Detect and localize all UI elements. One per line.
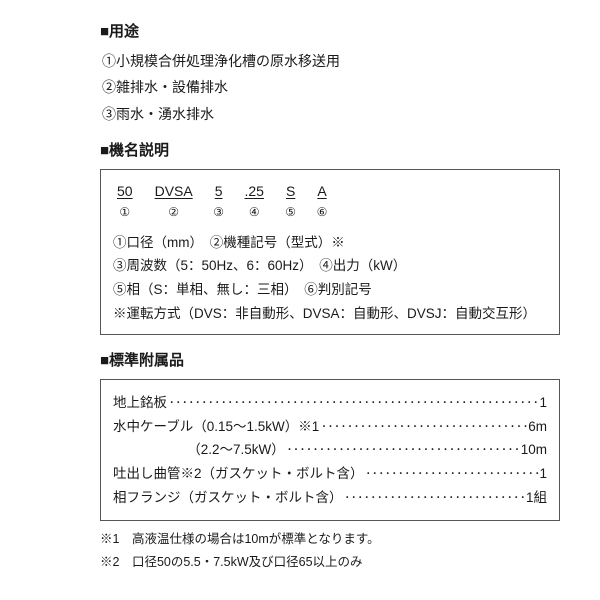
accessory-value: 1 [539, 463, 547, 485]
model-code: .25 ④ [241, 180, 268, 222]
accessory-row: （2.2～7.5kW） ････････････････････････････… [113, 439, 547, 461]
accessory-label: 地上銘板 [113, 392, 167, 414]
accessory-label: 水中ケーブル（0.15～1.5kW）※1 [113, 416, 319, 438]
model-code: S ⑤ [282, 180, 299, 222]
accessory-row: 地上銘板 ･･･････････････････････････････････… [113, 392, 547, 414]
accessory-value: 1 [539, 392, 547, 414]
accessory-value: 6m [528, 416, 547, 438]
model-code: A ⑥ [313, 180, 330, 222]
youto-item: ①小規模合併処理浄化槽の原水移送用 [102, 50, 560, 72]
accessory-row: 相フランジ（ガスケット・ボルト含） ･･････････････････････… [113, 487, 547, 509]
model-desc: ③周波数（5：50Hz、6：60Hz） ④出力（kW） [113, 255, 547, 277]
leader-dots: ････････････････････････････････････････… [167, 395, 539, 413]
model-code-row: 50 ① DVSA ② 5 ③ .25 ④ S ⑤ A ⑥ [113, 180, 547, 222]
model-code-sub: ① [119, 203, 130, 222]
section-header-model: ■機名説明 [100, 139, 560, 163]
model-code-sub: ③ [213, 203, 224, 222]
model-code-top: 5 [211, 180, 227, 202]
model-code-top: .25 [241, 180, 268, 202]
footnote: ※1 高液温仕様の場合は10mが標準となります。 [100, 529, 560, 549]
leader-dots: ････････････････････････････････････････… [319, 419, 528, 437]
model-note: ※運転方式（DVS：非自動形、DVSA：自動形、DVSJ：自動交互形） [113, 303, 547, 325]
accessory-row: 水中ケーブル（0.15～1.5kW）※1 ･･･････････････････… [113, 416, 547, 438]
model-code-sub: ④ [249, 203, 260, 222]
accessory-value: 1組 [526, 487, 547, 509]
model-desc: ⑤相（S：単相、無し：三相） ⑥判別記号 [113, 279, 547, 301]
model-code: 5 ③ [211, 180, 227, 222]
section-header-accessories: ■標準附属品 [100, 349, 560, 373]
leader-dots: ････････････････････････････････････････… [364, 466, 540, 484]
model-code-sub: ⑥ [317, 203, 328, 222]
accessory-label: 吐出し曲管※2（ガスケット・ボルト含） [113, 463, 364, 485]
footnote: ※2 口径50の5.5・7.5kW及び口径65以上のみ [100, 552, 560, 572]
model-desc: ①口径（mm） ②機種記号（型式）※ [113, 232, 547, 254]
leader-dots: ････････････････････････････････････････… [285, 442, 521, 460]
model-code-top: DVSA [151, 180, 197, 202]
model-code-top: A [313, 180, 330, 202]
model-box: 50 ① DVSA ② 5 ③ .25 ④ S ⑤ A ⑥ ①口径（mm） ②機… [100, 169, 560, 335]
youto-item: ③雨水・湧水排水 [102, 103, 560, 125]
accessories-box: 地上銘板 ･･･････････････････････････････････… [100, 379, 560, 521]
accessory-label: （2.2～7.5kW） [113, 439, 285, 461]
model-code-sub: ② [168, 203, 179, 222]
section-header-youto: ■用途 [100, 20, 560, 44]
model-code: DVSA ② [151, 180, 197, 222]
accessory-value: 10m [521, 439, 547, 461]
model-code-sub: ⑤ [285, 203, 296, 222]
model-code-top: 50 [113, 180, 137, 202]
youto-item: ②雑排水・設備排水 [102, 76, 560, 98]
model-code-top: S [282, 180, 299, 202]
model-code: 50 ① [113, 180, 137, 222]
leader-dots: ････････････････････････････････････････… [343, 490, 526, 508]
accessory-row: 吐出し曲管※2（ガスケット・ボルト含） ････････････････････… [113, 463, 547, 485]
youto-list: ①小規模合併処理浄化槽の原水移送用 ②雑排水・設備排水 ③雨水・湧水排水 [102, 50, 560, 125]
accessory-label: 相フランジ（ガスケット・ボルト含） [113, 487, 343, 509]
